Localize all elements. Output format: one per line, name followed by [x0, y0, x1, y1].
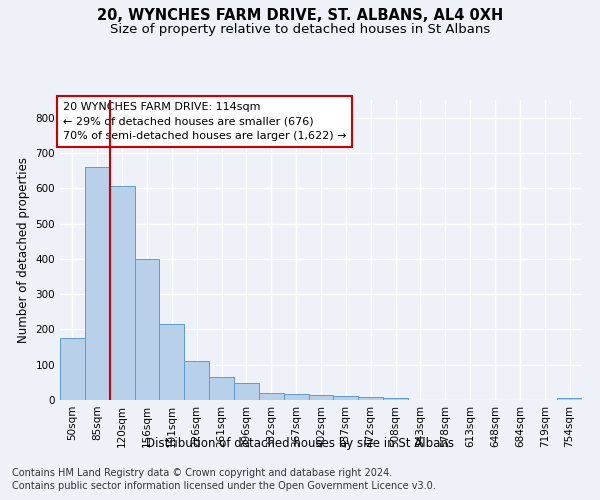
- Bar: [134, 259, 160, 400]
- Bar: [383, 398, 408, 400]
- Text: Distribution of detached houses by size in St Albans: Distribution of detached houses by size …: [146, 438, 454, 450]
- Bar: [85, 167, 110, 400]
- Bar: [358, 397, 383, 400]
- Text: Size of property relative to detached houses in St Albans: Size of property relative to detached ho…: [110, 22, 490, 36]
- Bar: [308, 394, 334, 400]
- Bar: [334, 396, 358, 400]
- Text: 20, WYNCHES FARM DRIVE, ST. ALBANS, AL4 0XH: 20, WYNCHES FARM DRIVE, ST. ALBANS, AL4 …: [97, 8, 503, 22]
- Bar: [184, 361, 209, 400]
- Text: 20 WYNCHES FARM DRIVE: 114sqm
← 29% of detached houses are smaller (676)
70% of : 20 WYNCHES FARM DRIVE: 114sqm ← 29% of d…: [62, 102, 346, 141]
- Bar: [60, 338, 85, 400]
- Bar: [209, 377, 234, 400]
- Bar: [110, 186, 134, 400]
- Bar: [557, 398, 582, 400]
- Text: Contains HM Land Registry data © Crown copyright and database right 2024.: Contains HM Land Registry data © Crown c…: [12, 468, 392, 477]
- Bar: [284, 394, 308, 400]
- Y-axis label: Number of detached properties: Number of detached properties: [17, 157, 30, 343]
- Bar: [160, 324, 184, 400]
- Text: Contains public sector information licensed under the Open Government Licence v3: Contains public sector information licen…: [12, 481, 436, 491]
- Bar: [259, 393, 284, 400]
- Bar: [234, 384, 259, 400]
